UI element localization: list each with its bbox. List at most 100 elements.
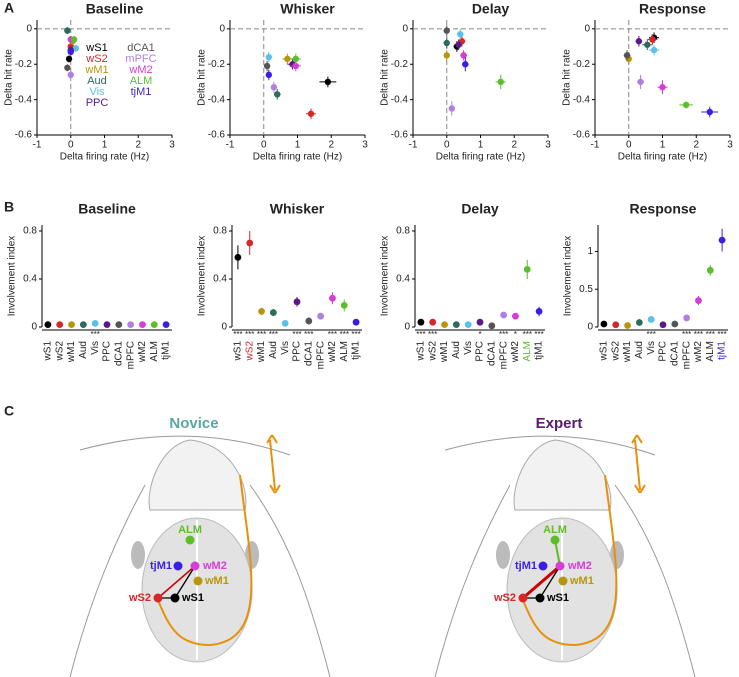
pathway-arrow (522, 434, 646, 647)
region-node (518, 593, 528, 603)
connection-arrow (157, 565, 196, 599)
region-node (190, 561, 200, 571)
x-tick-label: Aud (634, 341, 645, 359)
x-tick-label: -1 (409, 140, 418, 151)
region-label: wS2 (493, 592, 516, 604)
point (650, 46, 658, 54)
y-tick-label: 0 (219, 23, 225, 34)
y-tick-label: -0.6 (391, 130, 409, 141)
y-tick-label: 0 (584, 23, 590, 34)
diagram-title: Expert (536, 415, 583, 432)
point (103, 321, 111, 328)
region-node (193, 576, 203, 586)
x-tick-label: -1 (591, 140, 600, 151)
x-tick-label: wM1 (66, 341, 77, 364)
significance: *** (245, 330, 254, 339)
point (695, 297, 702, 304)
x-tick-label: mPFC (681, 341, 692, 369)
point (44, 321, 52, 328)
point (500, 311, 508, 319)
point (68, 321, 75, 328)
legend-entry: Aud (87, 75, 107, 87)
x-tick-label: mPFC (498, 341, 509, 369)
point (79, 321, 87, 328)
x-tick-label: 2 (135, 140, 141, 151)
point (644, 41, 651, 48)
y-tick-label: -0.2 (15, 59, 33, 70)
significance: *** (647, 330, 656, 339)
head (148, 439, 247, 511)
significance: *** (257, 330, 266, 339)
y-tick-label: 0 (402, 23, 408, 34)
y-tick-label: 0 (221, 322, 227, 333)
x-tick-label: Aud (268, 341, 279, 359)
point (417, 318, 425, 326)
y-tick-label: -0.6 (208, 130, 226, 141)
x-tick-label: 2 (511, 140, 517, 151)
x-tick-label: Vis (280, 341, 291, 355)
x-axis-label: Delta firing rate (Hz) (436, 152, 525, 163)
y-tick-label: 0.4 (213, 274, 227, 285)
panel-label: A (4, 0, 14, 16)
eye (131, 541, 145, 569)
x-tick-label: mPFC (125, 341, 136, 369)
point (139, 321, 146, 328)
significance: *** (233, 330, 242, 339)
significance: *** (292, 330, 301, 339)
region-node (173, 561, 183, 571)
point (512, 312, 519, 320)
significance: *** (717, 330, 726, 339)
point (340, 302, 348, 309)
x-tick-label: dCA1 (303, 341, 314, 366)
x-tick-label: PPC (475, 341, 486, 362)
point (258, 308, 265, 315)
point (64, 64, 71, 71)
region-label: wM2 (202, 560, 227, 572)
chart-title: Baseline (78, 201, 136, 217)
point (329, 294, 336, 302)
x-tick-label: wS2 (427, 341, 438, 362)
chart-title: Delay (472, 1, 510, 17)
x-tick-label: Vis (646, 341, 657, 355)
point (274, 91, 281, 98)
point (476, 318, 484, 326)
x-tick-label: tjM1 (161, 341, 172, 360)
x-tick-label: mPFC (315, 341, 326, 369)
x-tick-label: Aud (451, 341, 462, 359)
region-node (538, 561, 548, 571)
point (488, 322, 496, 330)
point (127, 321, 135, 328)
region-node (550, 535, 560, 545)
region-node (153, 593, 163, 603)
point (659, 321, 667, 329)
x-tick-label: ALM (339, 341, 350, 362)
y-tick-label: 0.8 (213, 226, 227, 237)
x-tick-label: tjM1 (351, 341, 362, 360)
x-tick-label: wM2 (137, 341, 148, 364)
x-tick-label: ALM (149, 341, 160, 362)
y-tick-label: -0.6 (15, 130, 33, 141)
diagram-title: Novice (169, 415, 218, 432)
y-tick-label: 0 (26, 23, 32, 34)
point (635, 38, 643, 45)
y-tick-label: 1 (587, 246, 593, 257)
x-tick-label: wS2 (54, 341, 65, 362)
legend-entry: wS1 (85, 42, 107, 54)
point (281, 320, 289, 327)
point (265, 53, 273, 61)
significance: *** (340, 330, 349, 339)
connection-arrow (174, 565, 196, 599)
x-tick-label: PPC (292, 341, 303, 362)
panel-label: C (4, 403, 14, 419)
legend-entry: mPFC (125, 53, 156, 65)
point (635, 319, 643, 326)
y-tick-label: -0.6 (573, 130, 591, 141)
point (441, 321, 448, 328)
chart-title: Whisker (270, 201, 325, 217)
y-tick-label: -0.2 (391, 59, 409, 70)
x-tick-label: PPC (102, 341, 113, 362)
point (448, 105, 456, 112)
point (284, 55, 291, 63)
y-tick-label: 0 (587, 322, 593, 333)
point (443, 52, 450, 59)
